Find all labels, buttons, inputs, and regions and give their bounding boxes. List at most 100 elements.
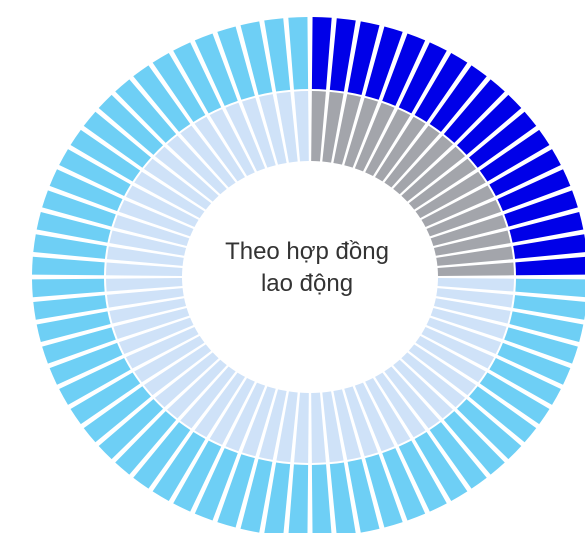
segment-outer-4 xyxy=(365,26,403,100)
segment-outer-53 xyxy=(33,295,107,320)
segment-outer-61 xyxy=(70,129,141,182)
segment-inner-16 xyxy=(433,230,511,256)
segment-inner-9 xyxy=(393,135,453,195)
segment-outer-46 xyxy=(98,399,164,460)
segment-inner-43 xyxy=(194,372,245,438)
segment-outer-70 xyxy=(240,21,273,95)
segment-outer-14 xyxy=(497,169,571,212)
segment-inner-17 xyxy=(436,246,514,266)
segment-inner-40 xyxy=(241,386,276,457)
segment-outer-26 xyxy=(469,386,537,443)
segment-inner-12 xyxy=(415,171,486,219)
segment-inner-60 xyxy=(125,185,199,228)
segment-outer-37 xyxy=(288,464,309,533)
segment-inner-48 xyxy=(134,335,205,383)
segment-outer-28 xyxy=(443,411,505,475)
segment-inner-35 xyxy=(322,391,344,463)
segment-outer-58 xyxy=(42,190,116,227)
segment-inner-1 xyxy=(311,91,326,162)
segment-outer-54 xyxy=(32,278,105,298)
ring-outer xyxy=(32,17,585,533)
segment-outer-9 xyxy=(443,79,505,143)
segment-inner-49 xyxy=(125,326,199,369)
segment-inner-28 xyxy=(393,359,453,419)
segment-outer-32 xyxy=(382,448,426,521)
segment-inner-31 xyxy=(365,377,411,445)
segment-inner-18 xyxy=(437,262,514,276)
segment-inner-11 xyxy=(408,158,477,210)
segment-outer-12 xyxy=(479,129,550,182)
segment-outer-43 xyxy=(152,431,206,501)
segment-inner-67 xyxy=(209,109,255,177)
segment-inner-33 xyxy=(344,386,379,457)
segment-inner-3 xyxy=(333,94,361,165)
segment-outer-7 xyxy=(414,53,468,123)
segment-outer-18 xyxy=(515,256,585,276)
segment-outer-8 xyxy=(429,65,487,132)
ring-inner xyxy=(106,91,514,463)
segment-outer-51 xyxy=(42,327,116,364)
segment-inner-8 xyxy=(384,125,440,188)
segment-outer-5 xyxy=(382,33,426,106)
segment-inner-26 xyxy=(408,344,477,396)
segment-outer-39 xyxy=(240,459,273,533)
segment-outer-67 xyxy=(173,42,222,114)
segment-inner-37 xyxy=(294,392,309,463)
segment-inner-69 xyxy=(241,97,276,168)
segment-outer-30 xyxy=(414,431,468,501)
segment-outer-48 xyxy=(70,372,141,425)
segment-inner-36 xyxy=(311,392,326,463)
segment-inner-72 xyxy=(294,91,309,162)
segment-inner-65 xyxy=(180,125,236,188)
segment-inner-59 xyxy=(118,199,194,237)
segment-outer-3 xyxy=(347,21,380,95)
segment-inner-52 xyxy=(109,298,187,324)
segment-outer-65 xyxy=(133,65,191,132)
segment-outer-38 xyxy=(264,462,291,533)
segment-outer-19 xyxy=(515,278,585,298)
segment-outer-10 xyxy=(456,94,522,155)
segment-outer-55 xyxy=(32,256,105,276)
segment-outer-56 xyxy=(33,234,107,259)
segment-inner-71 xyxy=(276,91,298,163)
segment-inner-6 xyxy=(365,109,411,177)
segment-outer-36 xyxy=(311,464,332,533)
segment-inner-24 xyxy=(421,326,495,369)
segment-outer-45 xyxy=(115,411,177,475)
segment-outer-23 xyxy=(497,342,571,385)
segment-inner-5 xyxy=(354,102,395,172)
segment-outer-49 xyxy=(59,358,131,405)
center-label-line1: Theo hợp đồng xyxy=(225,238,389,265)
segment-inner-55 xyxy=(106,262,183,276)
segment-outer-63 xyxy=(98,94,164,155)
segment-inner-20 xyxy=(436,288,514,308)
segment-inner-44 xyxy=(180,366,236,429)
segment-inner-14 xyxy=(426,199,502,237)
segment-inner-38 xyxy=(276,391,298,463)
segment-inner-58 xyxy=(113,214,190,246)
segment-inner-42 xyxy=(209,377,255,445)
segment-outer-15 xyxy=(504,190,578,227)
segment-inner-62 xyxy=(143,158,212,210)
segment-inner-57 xyxy=(109,230,187,256)
segment-inner-23 xyxy=(426,317,502,355)
segment-outer-11 xyxy=(469,111,537,168)
segment-inner-21 xyxy=(433,298,511,324)
segment-outer-24 xyxy=(489,358,561,405)
segment-inner-13 xyxy=(421,185,495,228)
segment-inner-54 xyxy=(106,278,183,292)
segment-inner-61 xyxy=(134,171,205,219)
segment-outer-20 xyxy=(513,295,585,320)
segment-inner-19 xyxy=(437,278,514,292)
segment-inner-10 xyxy=(401,146,466,202)
segment-outer-72 xyxy=(288,17,309,90)
segment-inner-45 xyxy=(167,359,227,419)
segment-outer-6 xyxy=(398,42,447,114)
segment-inner-46 xyxy=(154,352,219,408)
segment-outer-16 xyxy=(509,212,584,243)
segment-outer-62 xyxy=(83,111,151,168)
segment-inner-50 xyxy=(118,317,194,355)
segment-outer-64 xyxy=(115,79,177,143)
segment-inner-70 xyxy=(259,94,287,165)
